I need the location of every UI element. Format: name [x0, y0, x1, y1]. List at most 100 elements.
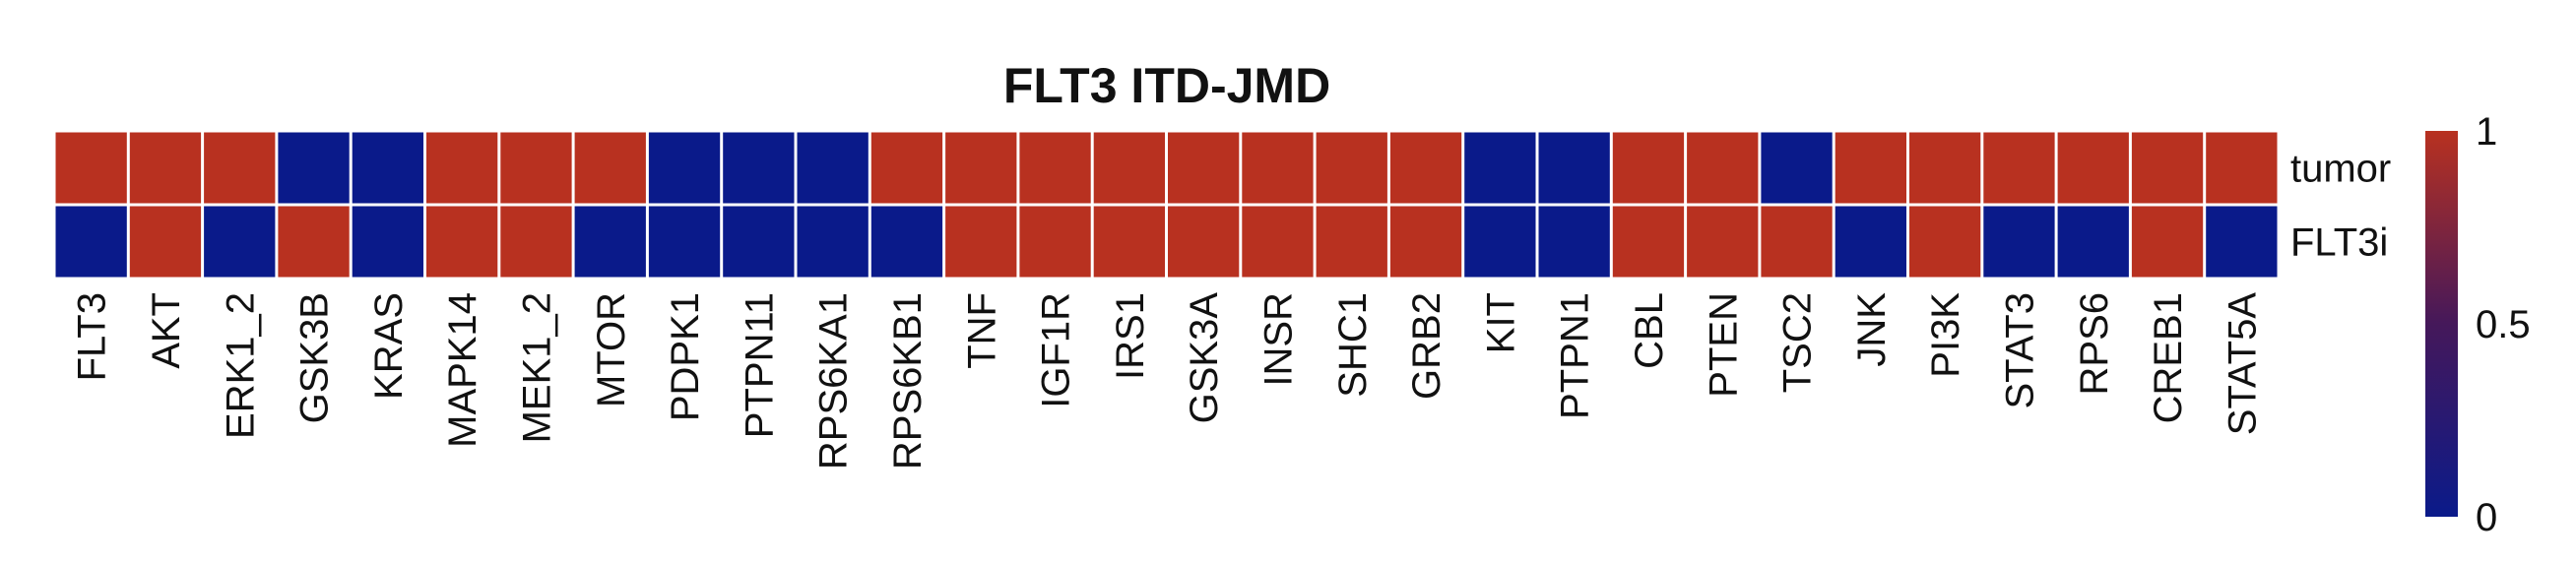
- heatmap-cell-flt3i-pdpk1: [648, 206, 721, 278]
- heatmap-cell-flt3i-rps6ka1: [797, 206, 869, 278]
- column-label-igf1r: IGF1R: [1035, 292, 1078, 408]
- column-label-creb1: CREB1: [2147, 292, 2190, 423]
- heatmap-cell-tumor-ptpn1: [1538, 132, 1610, 204]
- heatmap-cell-flt3i-flt3: [55, 206, 127, 278]
- heatmap-cell-tumor-stat3: [1983, 132, 2055, 204]
- heatmap-cell-flt3i-rps6kb1: [870, 206, 943, 278]
- column-label-kras: KRAS: [367, 292, 411, 400]
- heatmap-cell-tumor-jnk: [1835, 132, 1906, 204]
- heatmap-cell-tumor-mtor: [574, 132, 646, 204]
- heatmap-cell-tumor-tsc2: [1761, 132, 1833, 204]
- column-label-cbl: CBL: [1628, 292, 1671, 369]
- heatmap-cell-flt3i-gsk3b: [278, 206, 350, 278]
- heatmap-cell-tumor-stat5a: [2206, 132, 2278, 204]
- column-label-rps6: RPS6: [2073, 292, 2116, 396]
- heatmap-cell-tumor-ptpn11: [723, 132, 795, 204]
- column-label-gsk3a: GSK3A: [1183, 292, 1226, 424]
- heatmap-cell-tumor-gsk3a: [1168, 132, 1240, 204]
- colorbar: 10.50: [2425, 110, 2531, 539]
- heatmap-cell-tumor-rps6ka1: [797, 132, 869, 204]
- heatmap-cell-tumor-shc1: [1316, 132, 1387, 204]
- heatmap-cell-flt3i-cbl: [1612, 206, 1685, 278]
- heatmap-cell-flt3i-ptpn11: [723, 206, 795, 278]
- heatmap-cell-flt3i-rps6: [2057, 206, 2129, 278]
- column-label-ptpn1: PTPN1: [1554, 292, 1597, 419]
- heatmap-cell-tumor-kras: [352, 132, 423, 204]
- colorbar-gradient: [2425, 131, 2458, 517]
- colorbar-tick-1: 1: [2476, 110, 2497, 154]
- heatmap-cell-flt3i-grb2: [1389, 206, 1462, 278]
- heatmap-cell-tumor-rps6: [2057, 132, 2129, 204]
- heatmap-cell-flt3i-stat3: [1983, 206, 2055, 278]
- column-label-stat5a: STAT5A: [2221, 292, 2264, 436]
- column-label-pten: PTEN: [1702, 292, 1745, 398]
- heatmap-cell-flt3i-insr: [1242, 206, 1314, 278]
- row-label-tumor: tumor: [2290, 148, 2391, 191]
- heatmap-cell-tumor-kit: [1464, 132, 1536, 204]
- column-label-tsc2: TSC2: [1776, 292, 1820, 393]
- column-label-ptpn11: PTPN11: [738, 292, 781, 438]
- column-label-shc1: SHC1: [1331, 292, 1375, 398]
- row-labels: tumor FLT3i: [2290, 148, 2391, 265]
- heatmap-cells: [55, 132, 2278, 278]
- colorbar-tick-0: 0: [2476, 496, 2497, 539]
- heatmap-cell-tumor-mapk14: [426, 132, 498, 204]
- heatmap-cell-flt3i-creb1: [2131, 206, 2204, 278]
- column-label-grb2: GRB2: [1405, 292, 1449, 400]
- heatmap-cell-flt3i-mek1-2: [500, 206, 572, 278]
- column-label-mek1-2: MEK1_2: [515, 292, 558, 443]
- heatmap-cell-flt3i-kit: [1464, 206, 1536, 278]
- heatmap-cell-tumor-insr: [1242, 132, 1314, 204]
- heatmap-cell-flt3i-jnk: [1835, 206, 1906, 278]
- heatmap-cell-tumor-irs1: [1093, 132, 1165, 204]
- column-label-stat3: STAT3: [1998, 292, 2041, 409]
- heatmap-cell-tumor-mek1-2: [500, 132, 572, 204]
- heatmap-cell-tumor-grb2: [1389, 132, 1462, 204]
- column-label-pdpk1: PDPK1: [664, 292, 707, 421]
- heatmap-cell-flt3i-akt: [129, 206, 202, 278]
- heatmap-cell-tumor-erk1-2: [204, 132, 276, 204]
- column-label-jnk: JNK: [1850, 292, 1894, 367]
- column-label-kit: KIT: [1479, 292, 1522, 353]
- column-label-rps6ka1: RPS6KA1: [812, 292, 856, 469]
- heatmap-cell-tumor-pten: [1687, 132, 1759, 204]
- heatmap-cell-flt3i-mtor: [574, 206, 646, 278]
- column-label-flt3: FLT3: [71, 292, 114, 381]
- heatmap-cell-flt3i-tnf: [945, 206, 1017, 278]
- column-label-tnf: TNF: [960, 292, 1003, 369]
- column-label-rps6kb1: RPS6KB1: [886, 292, 930, 469]
- heatmap-cell-flt3i-mapk14: [426, 206, 498, 278]
- column-labels: FLT3 AKT ERK1_2 GSK3B KRAS MAPK14 MEK1_2 MTOR PD…: [71, 292, 2265, 469]
- colorbar-tick-0-5: 0.5: [2476, 303, 2531, 346]
- heatmap-cell-flt3i-erk1-2: [204, 206, 276, 278]
- column-label-pi3k: PI3K: [1924, 292, 1967, 378]
- column-label-gsk3b: GSK3B: [293, 292, 337, 423]
- column-label-insr: INSR: [1256, 292, 1300, 387]
- heatmap-cell-tumor-pdpk1: [648, 132, 721, 204]
- column-label-mapk14: MAPK14: [441, 292, 484, 448]
- column-label-erk1-2: ERK1_2: [219, 292, 262, 439]
- heatmap-cell-flt3i-pi3k: [1909, 206, 1981, 278]
- heatmap-cell-flt3i-gsk3a: [1168, 206, 1240, 278]
- row-label-flt3i: FLT3i: [2290, 221, 2388, 265]
- heatmap-cell-tumor-tnf: [945, 132, 1017, 204]
- heatmap-cell-tumor-flt3: [55, 132, 127, 204]
- heatmap-cell-flt3i-ptpn1: [1538, 206, 1610, 278]
- heatmap-cell-flt3i-pten: [1687, 206, 1759, 278]
- heatmap-cell-tumor-cbl: [1612, 132, 1685, 204]
- heatmap-cell-tumor-akt: [129, 132, 202, 204]
- chart-title: FLT3 ITD-JMD: [1003, 58, 1330, 113]
- heatmap-cell-flt3i-stat5a: [2206, 206, 2278, 278]
- heatmap-cell-flt3i-shc1: [1316, 206, 1387, 278]
- heatmap-cell-flt3i-kras: [352, 206, 423, 278]
- heatmap-cell-tumor-rps6kb1: [870, 132, 943, 204]
- heatmap-cell-tumor-igf1r: [1019, 132, 1091, 204]
- heatmap-cell-flt3i-irs1: [1093, 206, 1165, 278]
- column-label-irs1: IRS1: [1109, 292, 1152, 380]
- heatmap-cell-tumor-pi3k: [1909, 132, 1981, 204]
- column-label-akt: AKT: [145, 292, 188, 369]
- heatmap-cell-tumor-creb1: [2131, 132, 2204, 204]
- heatmap-cell-flt3i-tsc2: [1761, 206, 1833, 278]
